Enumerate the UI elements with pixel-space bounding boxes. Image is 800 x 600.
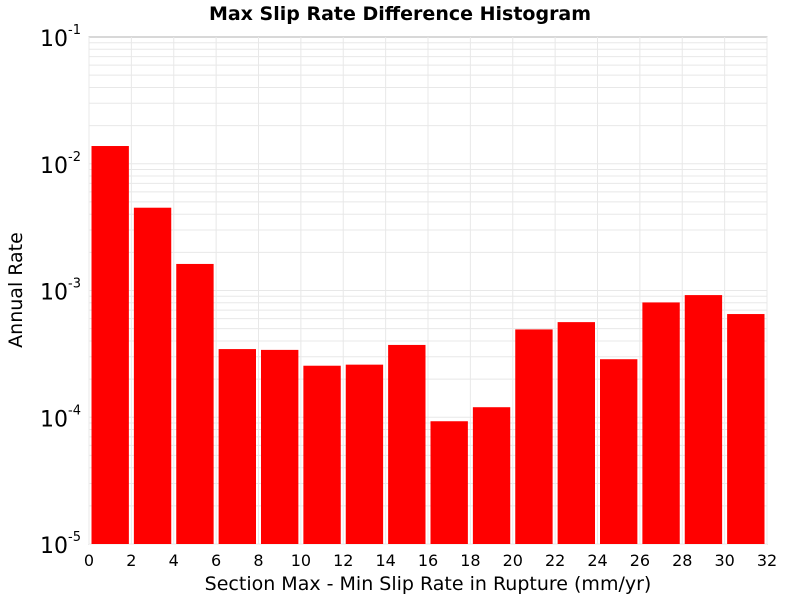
histogram-bar	[727, 314, 765, 544]
histogram-bar	[91, 146, 129, 544]
histogram-bar	[261, 349, 299, 544]
histogram-bar	[600, 359, 638, 544]
histogram-bar	[133, 207, 172, 544]
x-tick-label: 0	[84, 551, 94, 570]
x-tick-label: 28	[672, 551, 692, 570]
x-tick-label: 4	[169, 551, 179, 570]
x-tick-label: 10	[291, 551, 311, 570]
x-tick-label: 18	[460, 551, 480, 570]
histogram-bar	[684, 295, 723, 544]
x-tick-label: 32	[757, 551, 777, 570]
x-axis-ticks: 0 2 4 6 8 10 12 14 16 18 20 22 24 26 28 30 32	[84, 551, 777, 570]
histogram-bar	[176, 263, 214, 544]
histogram-bar	[388, 344, 426, 544]
y-axis-ticks: 10-5 10-4 10-3 10-2 10-1	[40, 23, 81, 559]
histogram-bar	[515, 329, 553, 544]
histogram-bar	[345, 364, 384, 544]
y-tick-label: 10-4	[40, 403, 81, 432]
histogram-bar	[430, 421, 468, 544]
x-tick-label: 12	[333, 551, 353, 570]
y-tick-label: 10-5	[40, 530, 81, 559]
histogram-bar	[642, 302, 680, 544]
x-tick-label: 2	[126, 551, 136, 570]
x-tick-label: 8	[253, 551, 263, 570]
x-axis-label: Section Max - Min Slip Rate in Rupture (…	[205, 573, 652, 595]
chart-title: Max Slip Rate Difference Histogram	[209, 3, 591, 25]
x-tick-label: 20	[503, 551, 523, 570]
x-tick-label: 6	[211, 551, 221, 570]
x-tick-label: 24	[587, 551, 607, 570]
bars-group	[91, 146, 765, 544]
histogram-bar	[557, 322, 595, 544]
y-tick-label: 10-1	[40, 23, 81, 52]
histogram-bar	[472, 407, 511, 544]
x-tick-label: 22	[545, 551, 565, 570]
x-tick-label: 30	[714, 551, 734, 570]
x-tick-label: 14	[375, 551, 395, 570]
histogram-bar	[218, 349, 256, 544]
y-tick-label: 10-3	[40, 277, 81, 306]
histogram-bar	[303, 365, 341, 544]
x-tick-label: 26	[630, 551, 650, 570]
y-tick-label: 10-2	[40, 150, 81, 179]
y-axis-label: Annual Rate	[5, 232, 27, 348]
x-tick-label: 16	[418, 551, 438, 570]
